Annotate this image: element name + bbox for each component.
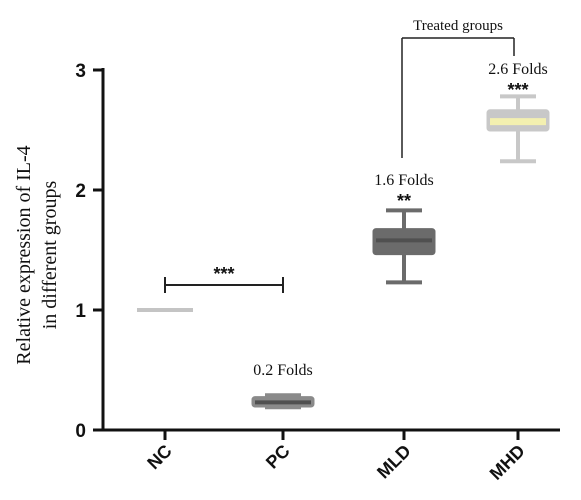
pc-fold-label: 0.2 Folds <box>253 362 313 379</box>
x-tick-label-nc: NC <box>143 441 176 474</box>
mhd-sig-stars: *** <box>507 80 528 100</box>
box-series <box>137 94 550 410</box>
mld-sig-stars: ** <box>397 191 411 211</box>
y-axis-label-line1: Relative expression of IL-4 <box>13 145 35 364</box>
mld-fold-label: 1.6 Folds <box>374 172 434 189</box>
box-mld <box>372 208 436 285</box>
y-tick-label-0: 0 <box>75 421 86 442</box>
treated-groups-label: Treated groups <box>413 18 503 34</box>
mhd-fold-label: 2.6 Folds <box>488 61 548 78</box>
y-axis-label-line2: in different groups <box>39 181 61 330</box>
x-tick-label-mhd: MHD <box>486 441 529 484</box>
box-mhd <box>486 94 550 164</box>
treated-groups-bracket: Treated groups <box>401 18 515 158</box>
y-axis-ticks: 0 1 2 3 <box>75 61 103 442</box>
x-tick-label-mld: MLD <box>373 441 415 483</box>
y-tick-label-1: 1 <box>75 301 86 322</box>
x-axis-ticks: NC PC MLD MHD <box>143 430 529 484</box>
nc-pc-sig-stars: *** <box>213 264 234 284</box>
y-tick-label-2: 2 <box>75 181 86 202</box>
y-tick-label-3: 3 <box>75 61 86 82</box>
box-pc <box>251 393 315 410</box>
x-tick-label-pc: PC <box>262 441 294 473</box>
nc-pc-significance: *** <box>164 264 284 293</box>
